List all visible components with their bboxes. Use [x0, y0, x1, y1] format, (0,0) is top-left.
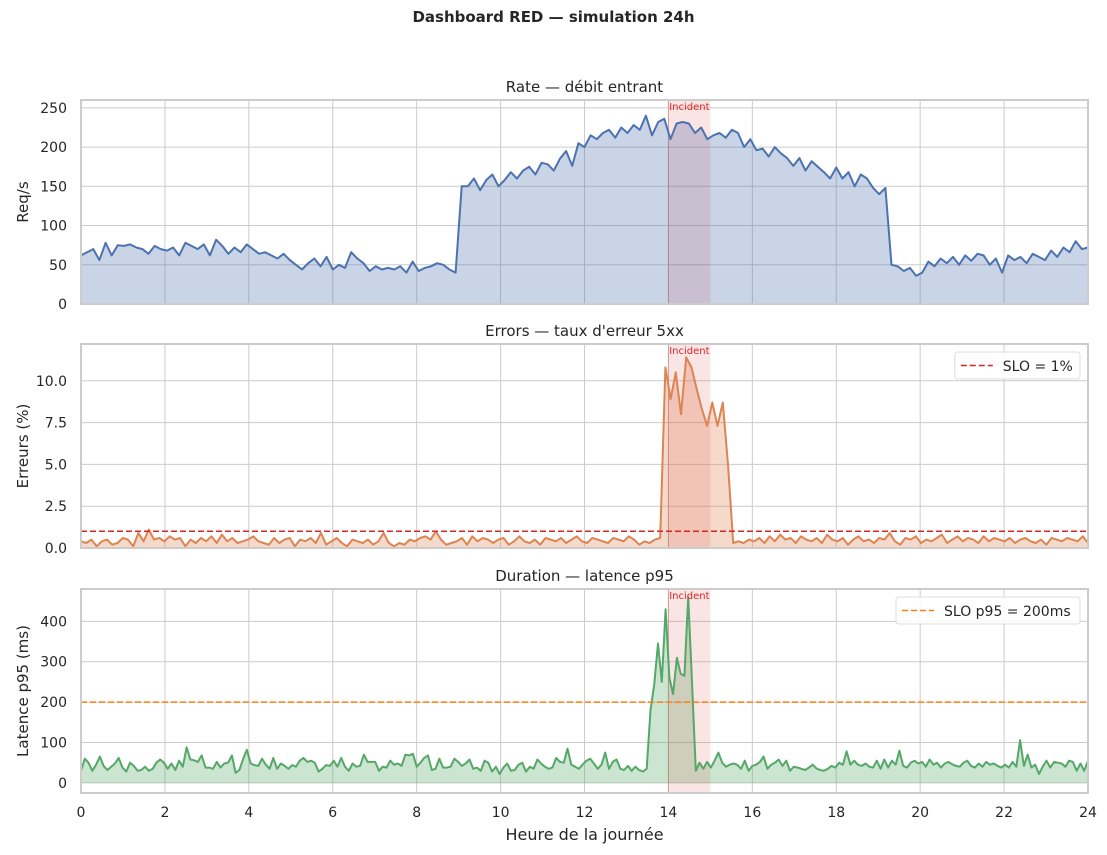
x-tick-label: 0	[77, 805, 86, 821]
y-tick-label: 100	[40, 219, 67, 235]
series-line	[80, 596, 1089, 775]
incident-span	[668, 100, 711, 304]
area-fill	[81, 597, 1088, 783]
legend-box	[954, 351, 1081, 380]
subplot-title: Duration — latence p95	[495, 567, 674, 585]
y-tick-label: 0	[58, 297, 67, 313]
y-tick-label: 10.0	[36, 374, 67, 390]
subplot-title: Errors — taux d'erreur 5xx	[485, 322, 684, 340]
x-tick-label: 16	[743, 805, 761, 821]
legend-box	[895, 596, 1081, 625]
legend: SLO = 1%	[954, 351, 1081, 380]
y-tick-label: 100	[40, 736, 67, 752]
y-tick-label: 0	[58, 776, 67, 792]
y-axis-label: Req/s	[14, 181, 32, 223]
y-tick-label: 300	[40, 655, 67, 671]
x-tick-label: 18	[827, 805, 845, 821]
series-line	[80, 114, 1089, 277]
axes-frame	[80, 343, 1089, 549]
figure-title: Dashboard RED — simulation 24h	[412, 8, 695, 26]
subplot-0: Incident 0 50 100 150 200 250 Req/s Rate — débit…	[14, 78, 1089, 313]
x-tick-label: 8	[412, 805, 421, 821]
x-tick-label: 10	[492, 805, 510, 821]
y-tick-label: 2.5	[45, 499, 67, 515]
y-tick-label: 7.5	[45, 416, 67, 432]
incident-label: Incident	[669, 591, 709, 602]
x-tick-label: 22	[995, 805, 1013, 821]
incident-label: Incident	[669, 102, 709, 113]
y-tick-label: 250	[40, 101, 67, 117]
legend-label: SLO = 1%	[1003, 359, 1073, 375]
area-fill	[81, 115, 1088, 304]
y-axis-label: Erreurs (%)	[14, 404, 32, 489]
x-axis-label: Heure de la journée	[505, 825, 663, 844]
y-axis-label: Latence p95 (ms)	[14, 625, 32, 757]
axes-frame	[80, 99, 1089, 305]
y-tick-label: 5.0	[45, 457, 67, 473]
incident-label: Incident	[669, 346, 709, 357]
y-tick-label: 200	[40, 140, 67, 156]
x-tick-label: 24	[1079, 805, 1097, 821]
y-tick-label: 400	[40, 614, 67, 630]
x-tick-label: 2	[160, 805, 169, 821]
y-tick-label: 150	[40, 179, 67, 195]
x-tick-label: 20	[911, 805, 929, 821]
y-tick-label: 200	[40, 695, 67, 711]
y-tick-label: 0.0	[45, 541, 67, 557]
legend: SLO p95 = 200ms	[895, 596, 1081, 625]
x-tick-label: 14	[660, 805, 678, 821]
y-tick-label: 50	[49, 258, 67, 274]
x-tick-label: 12	[576, 805, 594, 821]
legend-label: SLO p95 = 200ms	[944, 604, 1071, 620]
axes-frame	[80, 588, 1089, 794]
subplot-title: Rate — débit entrant	[506, 78, 664, 96]
series-line	[80, 356, 1089, 548]
x-tick-label: 4	[244, 805, 253, 821]
x-tick-label: 6	[328, 805, 337, 821]
